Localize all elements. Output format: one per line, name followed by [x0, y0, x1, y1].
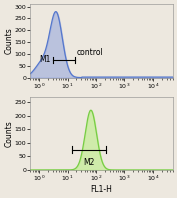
- Text: control: control: [76, 48, 103, 57]
- Text: M1: M1: [39, 55, 51, 64]
- Y-axis label: Counts: Counts: [4, 120, 13, 147]
- Y-axis label: Counts: Counts: [4, 28, 13, 54]
- Text: M2: M2: [83, 158, 94, 167]
- X-axis label: FL1-H: FL1-H: [91, 185, 113, 194]
